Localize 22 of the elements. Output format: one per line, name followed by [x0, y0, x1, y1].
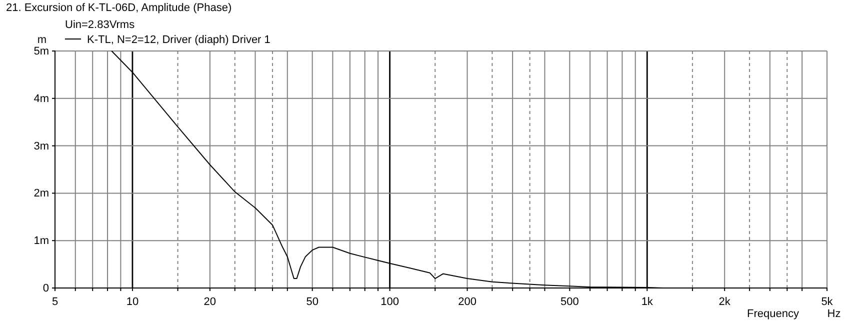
x-axis-title: Frequency: [747, 308, 800, 320]
y-tick-label: 1m: [34, 235, 49, 248]
legend-label: K-TL, N=2=12, Driver (diaph) Driver 1: [87, 34, 270, 46]
x-tick-label: 20: [204, 296, 216, 308]
y-tick-label: 2m: [34, 188, 49, 200]
y-tick-label: 0: [42, 282, 49, 295]
x-tick-label: 500: [560, 296, 579, 308]
x-tick-label: 50: [306, 296, 318, 308]
y-axis-title: m: [37, 34, 47, 46]
x-tick-label: 10: [126, 296, 139, 308]
x-tick-label: 1k: [641, 296, 654, 308]
x-tick-label: 200: [458, 296, 476, 308]
y-tick-label: 3m: [34, 140, 49, 152]
chart-subtitle: Uin=2.83Vrms: [65, 19, 136, 31]
y-tick-label: 4m: [34, 92, 49, 105]
chart-title: 21. Excursion of K-TL-06D, Amplitude (Phase): [6, 2, 232, 14]
x-tick-label: 5k: [821, 296, 834, 308]
x-tick-label: 5: [52, 296, 58, 308]
x-tick-label: 100: [380, 296, 399, 308]
y-tick-label: 5m: [34, 46, 49, 58]
text: Hz: [827, 308, 841, 320]
x-tick-label: 2k: [718, 296, 731, 308]
